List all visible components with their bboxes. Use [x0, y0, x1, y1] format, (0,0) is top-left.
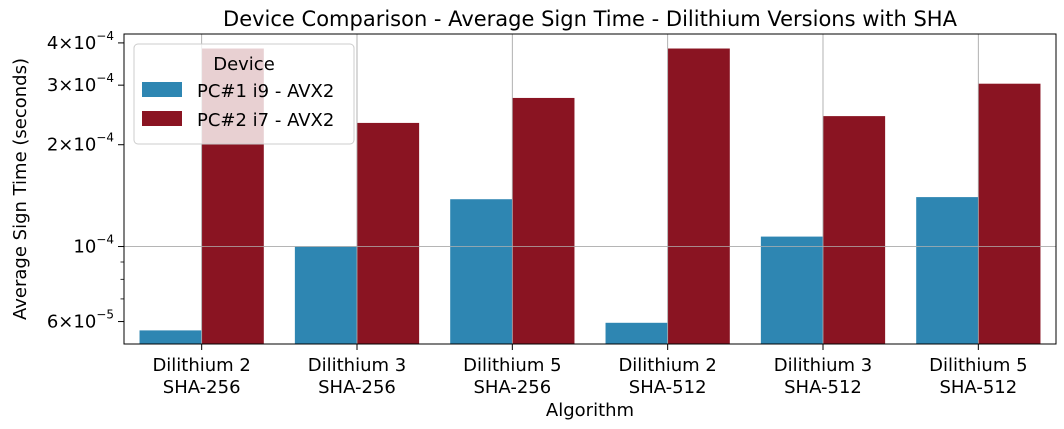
- y-axis-label: Average Sign Time (seconds): [10, 58, 31, 320]
- x-tick-label: Dilithium 3: [308, 355, 406, 376]
- x-tick-label: Dilithium 3: [774, 355, 872, 376]
- y-tick-label: 6×10−5: [47, 308, 114, 333]
- x-tick-label: SHA-512: [939, 377, 1017, 398]
- legend: Device PC#1 i9 - AVX2 PC#2 i7 - AVX2: [133, 43, 355, 145]
- bar-pc1: [605, 322, 668, 344]
- bar-pc2: [823, 116, 886, 344]
- chart-title: Device Comparison - Average Sign Time - …: [223, 7, 958, 31]
- bar-pc1: [294, 246, 357, 344]
- bar-pc2: [357, 122, 420, 344]
- legend-label-pc2: PC#2 i7 - AVX2: [197, 110, 334, 131]
- bars: [124, 34, 1056, 345]
- x-tick-label: Dilithium 2: [618, 355, 716, 376]
- legend-label-pc1: PC#1 i9 - AVX2: [197, 81, 334, 102]
- x-tick-label: SHA-256: [163, 377, 241, 398]
- y-axis-ticks: 6×10−5 10−4 2×10−4 3×10−4 4×10−4: [47, 29, 124, 333]
- y-tick-label: 4×10−4: [47, 29, 114, 54]
- plot-frame: [123, 33, 1057, 345]
- y-tick-label: 3×10−4: [47, 71, 114, 96]
- bar-pc1: [760, 236, 823, 344]
- bar-pc2: [978, 83, 1041, 345]
- x-tick-label: SHA-512: [784, 377, 862, 398]
- bar-pc1: [450, 199, 513, 344]
- y-tick-label: 10−4: [73, 233, 114, 258]
- legend-title: Device: [213, 54, 275, 75]
- legend-swatch-pc1: [142, 82, 182, 97]
- x-tick-label: SHA-256: [473, 377, 551, 398]
- x-axis-label: Algorithm: [546, 400, 634, 421]
- bar-pc1: [139, 330, 202, 344]
- y-tick-label: 2×10−4: [47, 131, 114, 156]
- legend-box: [133, 43, 355, 145]
- x-tick-label: SHA-512: [629, 377, 707, 398]
- bar-pc1: [916, 197, 979, 344]
- bar-pc2: [512, 97, 575, 344]
- x-tick-label: Dilithium 5: [929, 355, 1027, 376]
- bar-pc2: [667, 48, 730, 344]
- legend-swatch-pc2: [142, 111, 182, 126]
- x-tick-label: Dilithium 5: [463, 355, 561, 376]
- x-tick-label: Dilithium 2: [152, 355, 250, 376]
- x-tick-label: SHA-256: [318, 377, 396, 398]
